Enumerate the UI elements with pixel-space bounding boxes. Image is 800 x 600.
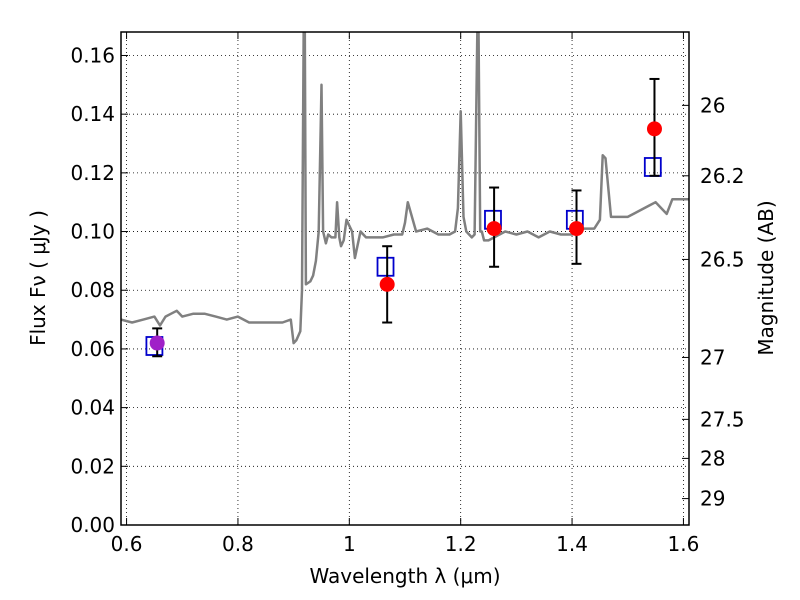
y-axis-label: Flux Fν ( μJy ) (26, 210, 50, 346)
right-tick-label: 26 (700, 93, 725, 117)
plot-frame (120, 31, 690, 526)
y-tick-label: 0.14 (70, 102, 115, 126)
observed-point (379, 276, 395, 292)
x-tick-label: 1.2 (445, 532, 477, 556)
x-tick-label: 0.8 (222, 532, 254, 556)
right-tick-label: 29 (700, 487, 725, 511)
right-tick-label: 26.5 (700, 247, 745, 271)
y-axis-right-label: Magnitude (AB) (754, 200, 778, 355)
error-bars (145, 77, 662, 358)
x-tick-label: 1.6 (668, 532, 700, 556)
y-tick-label: 0.04 (70, 396, 115, 420)
x-tick-label: 1.4 (556, 532, 588, 556)
right-tick-label: 28 (700, 446, 725, 470)
right-tick-label: 27.5 (700, 407, 745, 431)
model-square-marker (376, 256, 395, 277)
right-tick-label: 27 (700, 345, 725, 369)
right-tick-label: 26.2 (700, 164, 745, 188)
x-tick-label: 1 (343, 532, 356, 556)
observed-point (149, 335, 165, 351)
axes: 0.6 0.8 1 1.2 1.4 1.6 0.00 0.02 0.04 0.06 0.08 0.10… (70, 32, 745, 556)
y-tick-label: 0.10 (70, 220, 115, 244)
x-tick-label: 0.6 (111, 532, 143, 556)
y-tick-label: 0.08 (70, 278, 115, 302)
y-tick-label: 0.12 (70, 161, 115, 185)
observed-point (569, 221, 585, 237)
y-tick-label: 0.00 (70, 513, 115, 537)
y-tick-label: 0.02 (70, 454, 115, 478)
y-tick-label: 0.06 (70, 337, 115, 361)
x-axis-label: Wavelength λ (μm) (309, 564, 500, 588)
y-tick-label: 0.16 (70, 43, 115, 67)
observed-point (646, 121, 662, 137)
observed-point (486, 221, 502, 237)
